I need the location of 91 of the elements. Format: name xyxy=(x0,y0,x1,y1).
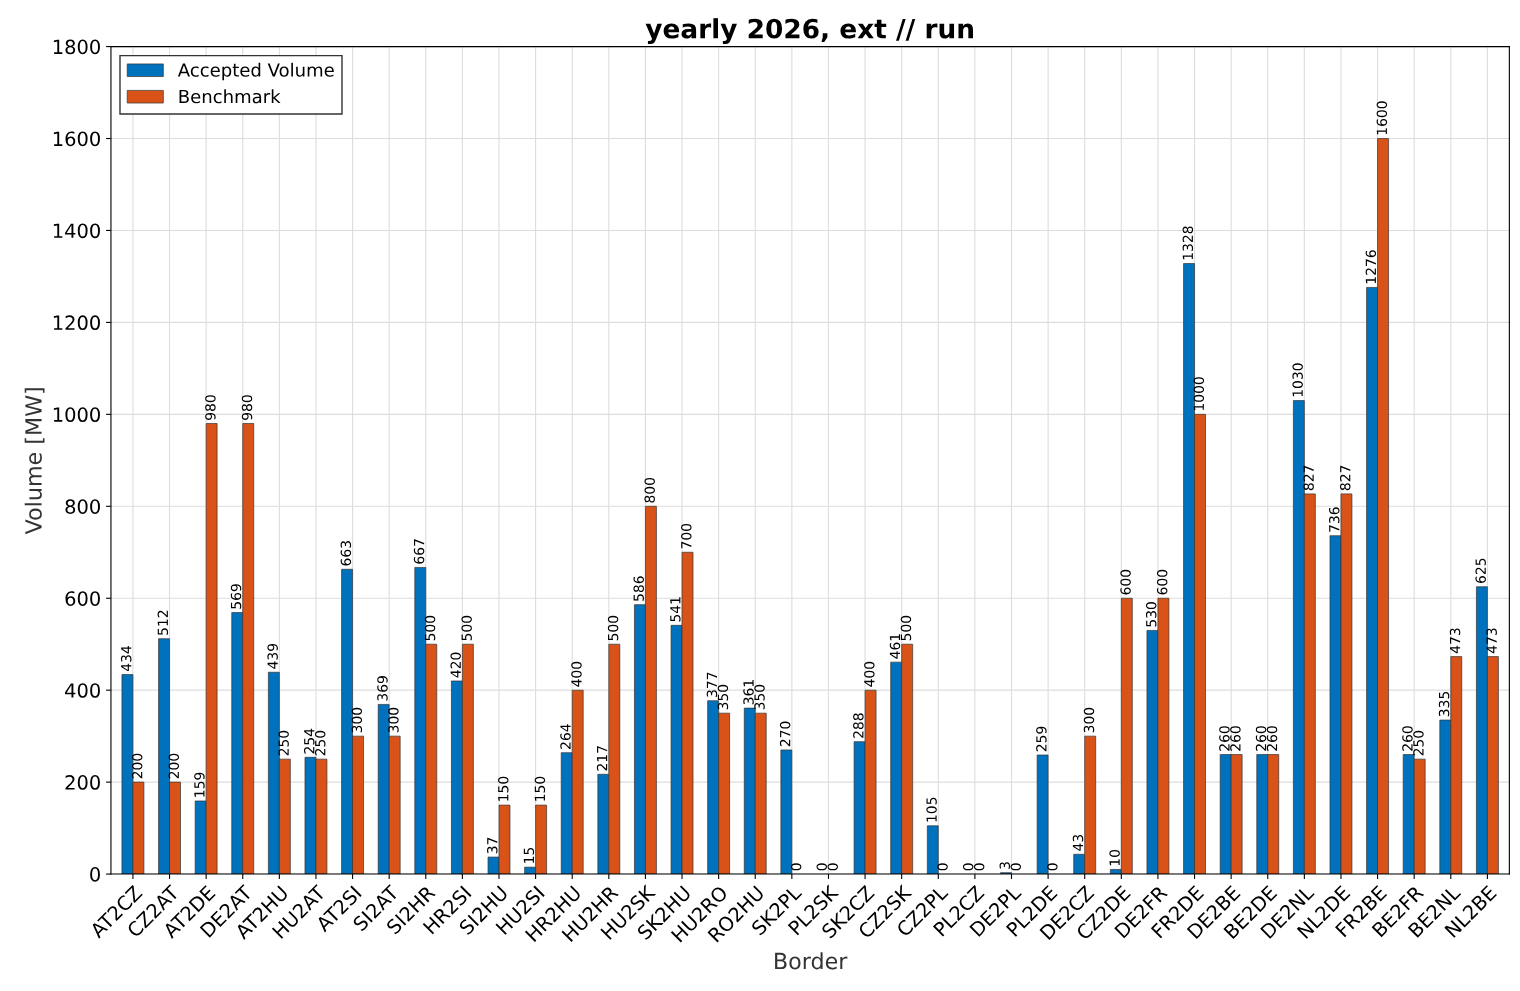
data-label: 250 xyxy=(314,730,326,756)
data-label: 200 xyxy=(131,753,143,779)
data-label: 288 xyxy=(853,713,864,738)
data-label: 0 xyxy=(827,863,838,871)
data-label: 530 xyxy=(1145,602,1157,627)
data-label: 500 xyxy=(424,615,436,641)
data-label: 3 xyxy=(999,862,1011,869)
data-label: 980 xyxy=(205,395,216,420)
y-axis-title: Volume [MW] xyxy=(24,388,45,535)
data-label: 361 xyxy=(743,680,754,705)
data-label: 0 xyxy=(816,863,827,871)
data-label: 473 xyxy=(1449,628,1461,654)
data-label: 667 xyxy=(413,539,425,564)
legend-label: Benchmark xyxy=(179,89,281,104)
data-label: 270 xyxy=(779,721,791,747)
data-label: 0 xyxy=(790,863,802,871)
data-label: 0 xyxy=(1010,863,1022,871)
data-label: 512 xyxy=(157,610,169,635)
data-label: 43 xyxy=(1072,834,1084,851)
data-label: 736 xyxy=(1329,507,1340,532)
data-label: 260 xyxy=(1255,726,1267,751)
data-label: 1000 xyxy=(1193,377,1205,411)
data-label: 800 xyxy=(644,477,655,503)
y-tick-label: 1200 xyxy=(53,315,100,331)
y-tick-label: 1800 xyxy=(53,39,100,55)
data-label: 0 xyxy=(937,863,948,871)
data-label: 569 xyxy=(230,584,242,609)
data-label: 250 xyxy=(1413,730,1424,756)
data-label: 400 xyxy=(571,661,582,687)
data-label: 37 xyxy=(487,837,498,854)
data-label: 1030 xyxy=(1292,363,1303,397)
data-label: 700 xyxy=(681,523,692,549)
data-label: 150 xyxy=(498,776,509,801)
data-label: 0 xyxy=(1047,863,1058,871)
data-label: 586 xyxy=(633,576,644,601)
data-label: 434 xyxy=(120,646,132,672)
data-label: 500 xyxy=(461,615,472,641)
data-label: 300 xyxy=(1083,707,1095,733)
data-label: 541 xyxy=(670,597,681,622)
data-label: 420 xyxy=(450,652,461,678)
data-label: 377 xyxy=(706,672,718,697)
data-label: 473 xyxy=(1486,628,1497,654)
data-label: 439 xyxy=(267,643,278,669)
data-label: 400 xyxy=(864,661,875,687)
data-label: 260 xyxy=(1230,726,1241,751)
data-label: 264 xyxy=(560,724,571,749)
y-tick-label: 0 xyxy=(90,867,100,882)
data-label: 335 xyxy=(1438,691,1450,717)
data-label: 250 xyxy=(278,730,289,756)
data-label: 300 xyxy=(388,707,399,733)
data-label: 369 xyxy=(377,676,388,701)
y-tick-label: 1400 xyxy=(53,223,100,239)
y-tick-label: 600 xyxy=(65,591,100,606)
x-axis-title: Border xyxy=(775,952,848,970)
data-label: 200 xyxy=(168,753,180,779)
data-label: 217 xyxy=(596,746,608,771)
y-tick-label: 1000 xyxy=(53,407,100,423)
data-label: 10 xyxy=(1109,849,1120,866)
data-label: 0 xyxy=(973,863,985,871)
data-label: 1276 xyxy=(1365,250,1377,284)
data-label: 461 xyxy=(889,634,901,659)
data-label: 500 xyxy=(607,615,619,641)
data-label: 663 xyxy=(340,541,352,566)
data-label: 625 xyxy=(1475,558,1486,583)
data-label: 600 xyxy=(1120,569,1131,595)
data-label: 350 xyxy=(754,684,765,710)
data-label: 150 xyxy=(534,776,546,801)
data-label: 254 xyxy=(303,728,315,754)
y-tick-label: 400 xyxy=(65,683,100,698)
data-label: 980 xyxy=(241,395,253,420)
data-label: 260 xyxy=(1402,726,1413,751)
data-label: 15 xyxy=(523,847,535,863)
data-label: 1328 xyxy=(1182,226,1194,260)
data-label: 600 xyxy=(1156,569,1168,595)
data-label: 260 xyxy=(1219,726,1230,751)
data-label: 350 xyxy=(717,684,729,710)
data-label: 159 xyxy=(194,772,205,797)
data-label: 827 xyxy=(1339,465,1351,491)
data-label: 0 xyxy=(962,863,974,871)
data-label: 827 xyxy=(1303,465,1314,491)
data-label: 259 xyxy=(1036,726,1047,752)
data-label: 300 xyxy=(351,707,363,733)
data-label: 105 xyxy=(926,797,937,822)
data-label: 1600 xyxy=(1376,101,1388,135)
chart-title: yearly 2026, ext // run xyxy=(645,18,973,44)
y-tick-label: 800 xyxy=(65,499,100,514)
y-tick-label: 1600 xyxy=(53,131,100,147)
data-label: 500 xyxy=(900,615,912,641)
y-tick-label: 200 xyxy=(65,775,100,790)
data-label: 260 xyxy=(1266,726,1278,751)
legend-label: Accepted Volume xyxy=(177,62,334,81)
